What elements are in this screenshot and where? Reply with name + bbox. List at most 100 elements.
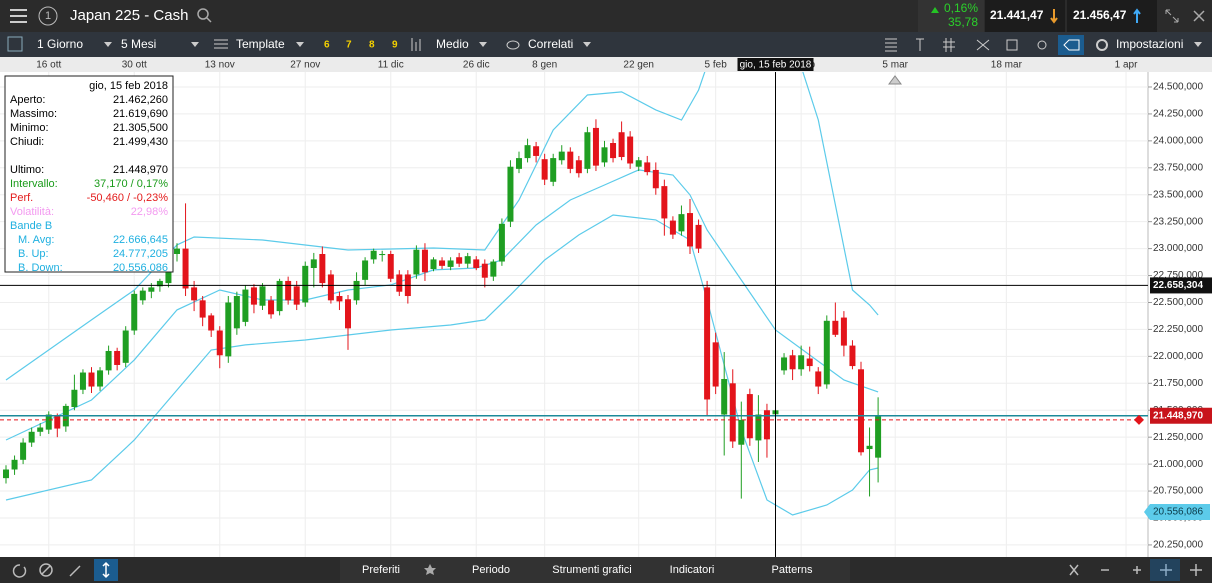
expand-icon[interactable] [1165, 9, 1179, 23]
info-label: Minimo: [10, 122, 49, 134]
instrument-title: Japan 225 - Cash [70, 7, 188, 24]
menu-button[interactable] [10, 9, 27, 23]
y-tick-label: 20.250,000 [1153, 540, 1203, 551]
related[interactable]: Correlati [528, 37, 573, 51]
candle-body [250, 287, 257, 305]
date-axis [0, 57, 1212, 72]
candle-body [174, 248, 180, 254]
info-label: Perf. [10, 192, 33, 204]
preset[interactable]: 6 [324, 40, 330, 51]
badge: 1 [45, 10, 51, 22]
candle-body [661, 186, 668, 219]
candle-body [729, 383, 736, 442]
x-tick-label: 18 mar [991, 60, 1023, 71]
template[interactable]: Template [236, 37, 285, 51]
up-arrow [1133, 8, 1141, 23]
preset[interactable]: 8 [369, 40, 375, 51]
y-tick-label: 21.000,000 [1153, 459, 1203, 470]
candle-body [490, 261, 497, 277]
candle-body [122, 330, 129, 363]
candle-body [45, 414, 52, 430]
info-value: 24.777,205 [113, 248, 168, 260]
crosshair-date-box [737, 58, 814, 71]
info-label: M. Avg: [18, 234, 54, 246]
candle-body [789, 355, 796, 370]
x-tick-label: 22 gen [623, 60, 654, 71]
chart-style[interactable]: Medio [436, 37, 469, 51]
candle-body [11, 459, 18, 470]
candle-body [610, 143, 617, 159]
y-tick-label: 24.500,000 [1153, 82, 1203, 93]
info-label: Massimo: [10, 108, 57, 120]
interval[interactable]: 1 Giorno [37, 37, 83, 51]
dropdown [1194, 42, 1202, 47]
y-tick-label: 23.500,000 [1153, 189, 1203, 200]
info-value: 21.462,260 [113, 94, 168, 106]
down-arrow [1050, 9, 1058, 24]
info-value: -50,460 / -0,23% [87, 192, 169, 204]
preset[interactable]: 9 [392, 40, 398, 51]
candle-body [781, 357, 788, 371]
tab[interactable]: Periodo [472, 564, 510, 576]
y-tick-label: 22.750,000 [1153, 270, 1203, 281]
candle-body [447, 260, 454, 267]
y-tick-label: 20.750,000 [1153, 486, 1203, 497]
tool-active[interactable] [1058, 35, 1084, 55]
info-value: 20.556,086 [113, 262, 168, 274]
candle-body [721, 378, 728, 415]
candle-body [345, 299, 351, 329]
range[interactable]: 5 Mesi [121, 37, 156, 51]
y-tick-label: 22.500,000 [1153, 297, 1203, 308]
candle-body [669, 220, 676, 235]
badge-circle[interactable] [38, 6, 58, 26]
candle-body [421, 249, 428, 273]
candle-body [473, 259, 480, 269]
candle-body [379, 253, 386, 256]
sell-box[interactable] [985, 0, 1065, 32]
y-tick-label: 24.000,000 [1153, 135, 1203, 146]
candle-body [327, 274, 334, 301]
candle-body [97, 370, 104, 387]
y-tick-label: 22.250,000 [1153, 324, 1203, 335]
close-icon[interactable] [1193, 10, 1205, 22]
x-tick-label: 26 dic [463, 60, 490, 71]
preset[interactable]: 7 [346, 40, 352, 51]
candle-body [105, 350, 112, 371]
candle-body [233, 296, 240, 329]
candle-body [396, 274, 403, 292]
x-tick-label: 1 apr [1115, 60, 1138, 71]
candle-body [413, 249, 420, 275]
candle-body [387, 253, 394, 279]
candle-body [28, 431, 35, 443]
tab[interactable]: Patterns [772, 564, 813, 576]
star-icon[interactable] [424, 564, 436, 575]
tab[interactable]: Indicatori [670, 564, 715, 576]
x-tick-label: 11 dic [378, 60, 404, 71]
dropdown [296, 42, 304, 47]
x-tick-label: 13 nov [205, 60, 235, 71]
sell-price: 21.441,47 [990, 8, 1044, 22]
candle-body [704, 287, 711, 400]
band-lower [5, 214, 879, 516]
search-icon[interactable] [197, 8, 212, 23]
tag-icon [1063, 39, 1080, 51]
settings[interactable]: Impostazioni [1116, 37, 1183, 51]
dropdown [191, 42, 199, 47]
buy-box[interactable] [1067, 0, 1157, 32]
tab[interactable]: Preferiti [362, 564, 400, 576]
list-icon[interactable] [7, 36, 23, 52]
y-tick-label: 21.250,000 [1153, 432, 1203, 443]
candle-body [815, 371, 822, 387]
candle-body [293, 286, 300, 305]
candle-body [54, 415, 61, 429]
zoom-active[interactable] [1150, 559, 1180, 581]
candle-body [319, 253, 326, 284]
crosshair-price-label: 22.658,304 [1153, 280, 1203, 291]
info-label: Ultimo: [10, 164, 44, 176]
candle-body [558, 151, 565, 161]
tab[interactable]: Strumenti grafici [552, 564, 631, 576]
info-box [4, 75, 174, 273]
tool-icons[interactable] [885, 38, 1047, 52]
x-tick-label: 30 ott [122, 60, 147, 71]
candle-body [285, 280, 292, 301]
